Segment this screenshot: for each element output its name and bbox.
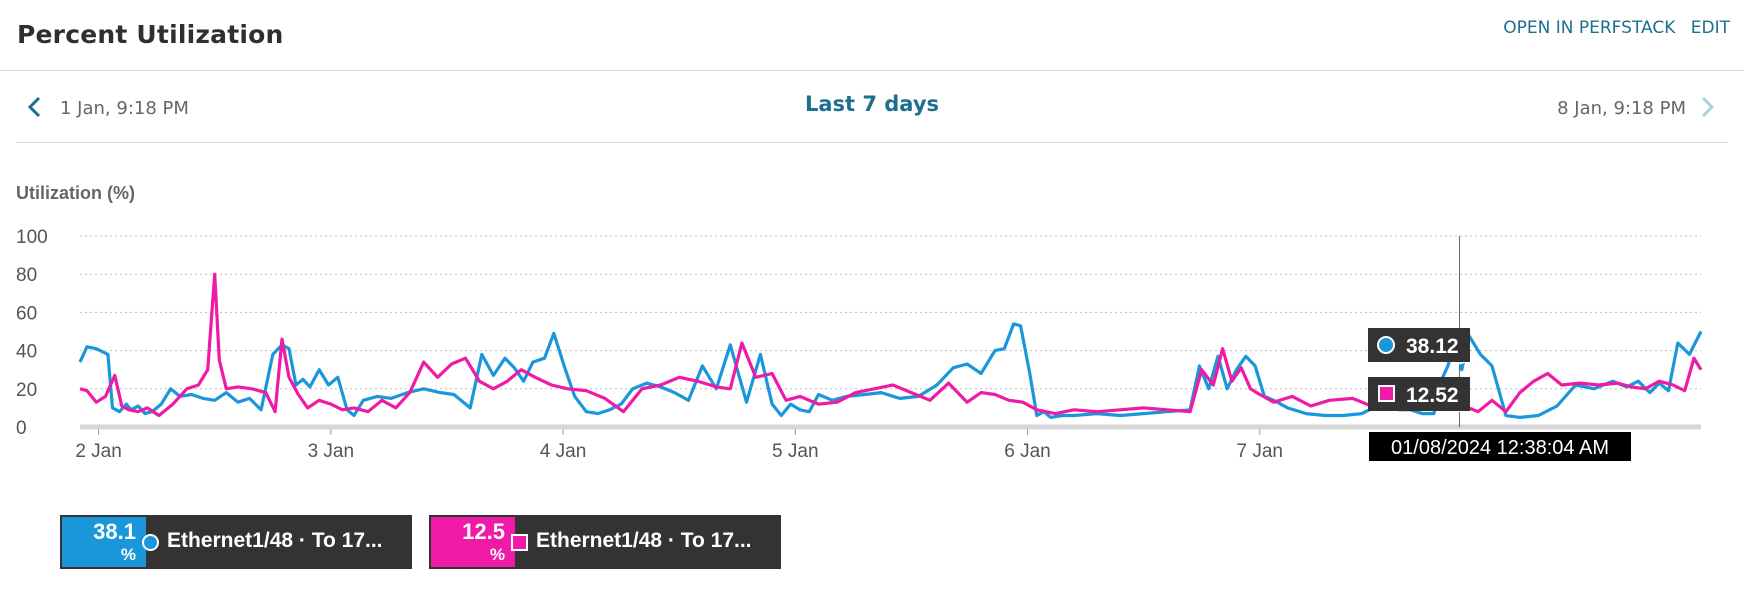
y-tick-label: 100 (16, 227, 48, 248)
circle-marker-icon (1377, 336, 1395, 354)
y-tick-label: 20 (16, 380, 37, 401)
legend-item-series-1[interactable]: 38.1 % Ethernet1/48 · To 17... (60, 515, 412, 569)
tooltip-timestamp: 01/08/2024 12:38:04 AM (1391, 437, 1609, 459)
x-tick-label: 6 Jan (1004, 441, 1050, 462)
nav-divider (16, 142, 1728, 143)
range-end-date: 8 Jan, 9:18 PM (1557, 98, 1686, 119)
time-range-selector[interactable]: Last 7 days (804, 92, 940, 116)
header-divider (0, 70, 1744, 71)
legend-item-series-2[interactable]: 12.5 % Ethernet1/48 · To 17... (429, 515, 781, 569)
x-tick-label: 7 Jan (1237, 441, 1283, 462)
y-tick-label: 60 (16, 303, 37, 324)
tooltip-value-series-2: 12.52 (1406, 384, 1459, 407)
x-tick-label: 4 Jan (540, 441, 586, 462)
legend-value-box: 12.5 % (431, 517, 515, 567)
legend-value: 12.5 (462, 519, 505, 544)
y-axis-label: Utilization (%) (16, 183, 135, 203)
square-marker-icon (1378, 385, 1395, 402)
tooltip-timestamp-box (1369, 432, 1631, 461)
page-title: Percent Utilization (17, 20, 284, 49)
y-tick-label: 80 (16, 265, 37, 286)
utilization-chart[interactable]: 0 20 40 60 80 100 2 Jan 3 Jan 4 Jan 5 Jan 6 Jan 7 J… (0, 0, 1744, 510)
x-tick-label: 3 Jan (308, 441, 354, 462)
y-tick-label: 40 (16, 342, 37, 363)
chevron-left-icon[interactable] (22, 94, 48, 120)
open-in-perfstack-link[interactable]: OPEN IN PERFSTACK (1503, 18, 1676, 38)
legend-label: Ethernet1/48 · To 17... (167, 529, 383, 552)
x-tick-label: 2 Jan (75, 441, 121, 462)
y-tick-label: 0 (16, 418, 27, 439)
legend-unit: % (120, 545, 136, 564)
series-line-1 (78, 322, 1703, 419)
chevron-right-icon[interactable] (1694, 94, 1720, 120)
edit-link[interactable]: EDIT (1690, 18, 1730, 38)
legend-value-box: 38.1 % (62, 517, 146, 567)
circle-marker-icon (142, 534, 159, 551)
header-links: OPEN IN PERFSTACK EDIT (1493, 18, 1730, 38)
legend-value: 38.1 (93, 519, 136, 544)
range-start-date: 1 Jan, 9:18 PM (60, 98, 189, 119)
legend-unit: % (489, 545, 505, 564)
tooltip-value-series-1: 38.12 (1406, 335, 1459, 358)
square-marker-icon (511, 534, 528, 551)
x-tick-label: 5 Jan (772, 441, 818, 462)
legend-label: Ethernet1/48 · To 17... (536, 529, 752, 552)
